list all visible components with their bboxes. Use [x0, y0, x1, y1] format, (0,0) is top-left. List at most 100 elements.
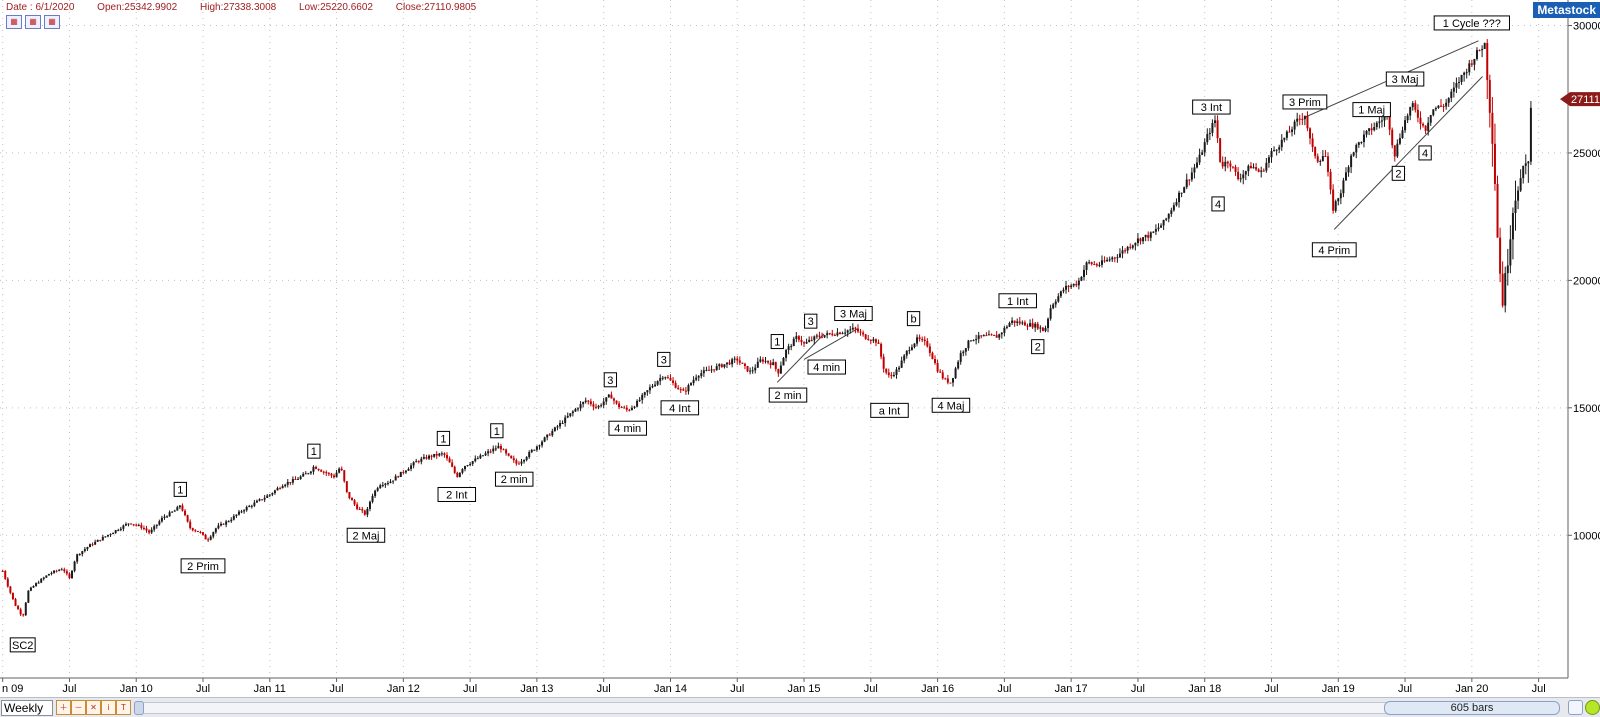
wave-label-text: 2	[1395, 168, 1401, 180]
candle-body	[1255, 167, 1258, 170]
candle-body	[859, 331, 862, 333]
candle-body	[1398, 137, 1401, 144]
candle-body	[1077, 280, 1080, 286]
candle-body	[1429, 115, 1432, 123]
cross-icon[interactable]: ✕	[86, 700, 101, 715]
candle-body	[479, 455, 482, 459]
chart-style-icon[interactable]: ▦	[6, 15, 22, 29]
scrollbar-left-handle[interactable]	[134, 701, 144, 715]
bottom-toolbar: Weekly ＋ － ✕ i T 605 bars	[0, 697, 1600, 717]
candle-body	[1047, 318, 1050, 329]
candle-body	[869, 340, 872, 342]
candle-body	[666, 377, 669, 379]
candle-body	[838, 332, 841, 334]
candle-body	[302, 473, 305, 477]
candle-body	[823, 335, 826, 338]
candle-body	[887, 372, 890, 376]
candle-body	[1229, 163, 1232, 167]
candle-body	[774, 362, 777, 369]
wave-label-box	[9, 637, 36, 653]
price-chart[interactable]: SC2 1 2 Prim 1 2 Maj 1 2 Int 1 2 min 3 4 min 3 4 Int…	[0, 0, 1600, 697]
candle-body	[1262, 170, 1265, 172]
candle-body	[690, 383, 693, 386]
candle-body	[736, 358, 739, 361]
candle-body	[135, 524, 138, 526]
text-icon[interactable]: T	[116, 700, 131, 715]
candle-body	[209, 536, 212, 540]
candle-body	[196, 530, 199, 532]
candle-body	[1085, 262, 1088, 270]
chart-settings-icon[interactable]: ▦	[25, 15, 41, 29]
candle-body	[1075, 283, 1078, 286]
candle-body	[731, 359, 734, 365]
candle-body	[507, 453, 510, 456]
candle-body	[47, 573, 50, 576]
scrollbar-thumb[interactable]: 605 bars	[1384, 701, 1560, 715]
candle-body	[1049, 308, 1052, 319]
wave-label-box	[437, 486, 477, 502]
zoom-in-icon[interactable]: ＋	[56, 700, 71, 715]
candle-body	[523, 459, 526, 462]
candle-body	[71, 570, 74, 579]
candle-body	[749, 370, 752, 372]
candle-body	[772, 362, 775, 366]
zoom-out-icon[interactable]: －	[71, 700, 86, 715]
candle-body	[648, 387, 651, 391]
candle-body	[214, 528, 217, 533]
candle-body	[248, 505, 251, 508]
zoom-reset-button[interactable]	[1568, 700, 1583, 715]
candle-body	[1424, 125, 1427, 131]
candle-body	[1501, 273, 1504, 306]
wave-label-text: 1	[774, 337, 780, 349]
candle-body	[297, 478, 300, 480]
candle-body	[515, 460, 518, 464]
candle-body	[618, 403, 621, 408]
candle-body	[407, 468, 410, 471]
info-icon[interactable]: i	[101, 700, 116, 715]
candle-body	[654, 384, 657, 387]
wave-label: 3 Int	[1192, 99, 1231, 115]
candle-body	[923, 339, 926, 341]
x-tick-label: Jan 12	[387, 683, 420, 695]
candle-body	[713, 369, 716, 371]
candle-body	[972, 340, 975, 342]
candle-body	[993, 334, 996, 336]
candle-body	[1188, 179, 1191, 181]
candle-body	[892, 375, 895, 377]
x-tick-label: Jul	[62, 683, 76, 695]
candle-body	[844, 332, 847, 334]
candle-body	[24, 602, 27, 616]
scrollbar-track[interactable]	[134, 702, 1554, 714]
candle-body	[1093, 264, 1096, 266]
candle-body	[959, 353, 962, 362]
candle-body	[1000, 332, 1003, 335]
wave-label-text: 4 min	[813, 362, 840, 374]
live-status-icon[interactable]	[1585, 700, 1600, 715]
candle-body	[1427, 122, 1430, 131]
candle-body	[345, 481, 348, 492]
candle-body	[1149, 232, 1152, 238]
candle-body	[484, 453, 487, 456]
candle-body	[777, 368, 780, 374]
candle-body	[325, 472, 328, 474]
candle-body	[1175, 202, 1178, 206]
candle-body	[1124, 250, 1127, 252]
candle-body	[225, 521, 228, 525]
candle-body	[1319, 160, 1322, 162]
candle-body	[168, 512, 171, 517]
chart-remove-icon[interactable]: ▦	[44, 15, 60, 29]
wave-label-text: 2 Int	[446, 489, 467, 501]
candle-body	[525, 457, 528, 460]
candle-body	[194, 530, 197, 532]
candle-body	[1344, 172, 1347, 181]
period-select[interactable]: Weekly	[1, 700, 53, 716]
candle-body	[1216, 120, 1219, 139]
wave-label: 2 min	[768, 387, 808, 403]
ohlc-info-bar: Date : 6/1/2020 Open:25342.9902 High:273…	[6, 2, 496, 13]
candle-body	[630, 407, 633, 411]
candle-body	[787, 346, 790, 351]
candle-body	[1419, 117, 1422, 124]
candle-body	[900, 360, 903, 368]
candle-body	[664, 377, 667, 379]
candle-body	[751, 370, 754, 372]
